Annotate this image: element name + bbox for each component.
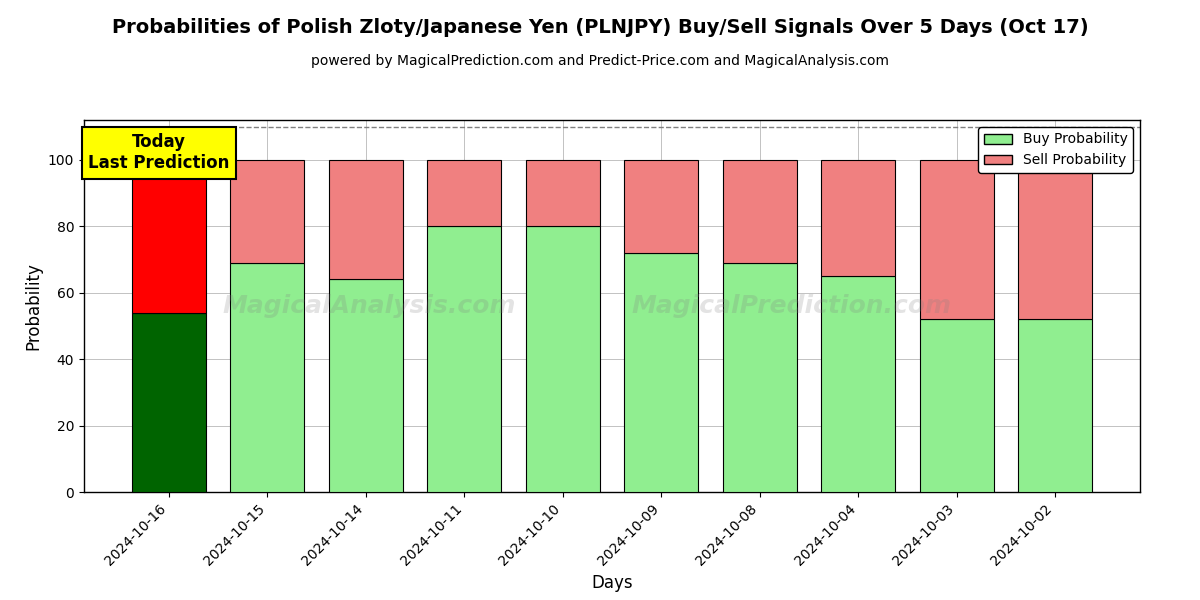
Bar (230, 263, 305, 492)
Bar (427, 160, 502, 226)
Bar (919, 319, 994, 492)
Text: Probabilities of Polish Zloty/Japanese Yen (PLNJPY) Buy/Sell Signals Over 5 Days: Probabilities of Polish Zloty/Japanese Y… (112, 18, 1088, 37)
Bar (821, 160, 895, 276)
Bar (1018, 319, 1092, 492)
Text: powered by MagicalPrediction.com and Predict-Price.com and MagicalAnalysis.com: powered by MagicalPrediction.com and Pre… (311, 54, 889, 68)
Text: MagicalAnalysis.com: MagicalAnalysis.com (222, 294, 516, 318)
Bar (624, 253, 698, 492)
Legend: Buy Probability, Sell Probability: Buy Probability, Sell Probability (978, 127, 1133, 173)
Bar (132, 160, 206, 313)
Bar (624, 160, 698, 253)
Bar (526, 226, 600, 492)
Bar (230, 160, 305, 263)
Bar (329, 160, 403, 280)
Bar (427, 226, 502, 492)
Bar (132, 313, 206, 492)
Text: Today
Last Prediction: Today Last Prediction (89, 133, 229, 172)
Bar (526, 160, 600, 226)
Bar (919, 160, 994, 319)
Bar (1018, 160, 1092, 319)
Bar (722, 160, 797, 263)
Y-axis label: Probability: Probability (24, 262, 42, 350)
Bar (722, 263, 797, 492)
Text: MagicalPrediction.com: MagicalPrediction.com (631, 294, 952, 318)
Bar (329, 280, 403, 492)
X-axis label: Days: Days (592, 574, 632, 592)
Bar (821, 276, 895, 492)
